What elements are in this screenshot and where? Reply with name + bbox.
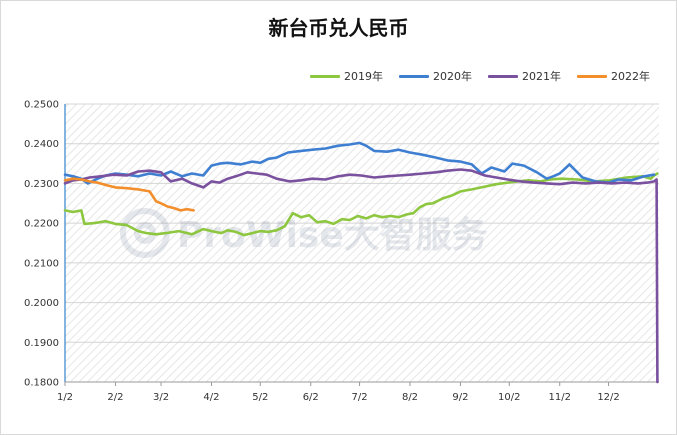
series-line-1	[63, 172, 659, 237]
legend-label-2019: 2019年	[344, 70, 383, 83]
x-tick-label: 6/2	[303, 392, 319, 403]
y-tick-label: 0.2400	[24, 139, 59, 150]
legend: 2019年 2020年 2021年 2022年	[294, 68, 650, 84]
y-tick-label: 0.2000	[24, 298, 59, 309]
legend-swatch-2019	[310, 74, 340, 78]
watermark: ProWise大智服务	[120, 208, 488, 258]
y-tick-label: 0.2100	[24, 258, 59, 269]
x-tick-label: 12/2	[597, 392, 619, 403]
x-tick-label: 1/2	[57, 392, 73, 403]
legend-item-2021: 2021年	[488, 68, 561, 84]
y-tick-label: 0.2500	[24, 100, 59, 111]
legend-item-2019: 2019年	[310, 68, 383, 84]
legend-swatch-2022	[577, 74, 607, 78]
y-tick-label: 0.2200	[24, 219, 59, 230]
x-tick-label: 10/2	[498, 392, 520, 403]
series-line-2	[63, 141, 656, 185]
x-tick-label: 9/2	[452, 392, 468, 403]
watermark-text: ProWise大智服务	[177, 215, 488, 256]
y-tick-label: 0.1900	[24, 338, 59, 349]
series-line-4	[63, 177, 195, 212]
series-line-3	[63, 168, 659, 384]
x-tick-label: 11/2	[548, 392, 570, 403]
chart-title: 新台币兑人民币	[268, 16, 409, 40]
plot-background	[65, 104, 659, 382]
legend-label-2022: 2022年	[611, 70, 650, 83]
legend-swatch-2020	[399, 74, 429, 78]
x-tick-label: 4/2	[203, 392, 219, 403]
legend-label-2021: 2021年	[522, 70, 561, 83]
series-layer	[63, 141, 659, 384]
legend-item-2022: 2022年	[577, 68, 650, 84]
x-tick-label: 7/2	[352, 392, 368, 403]
x-tick-label: 3/2	[153, 392, 169, 403]
y-tick-label: 0.2300	[24, 179, 59, 190]
legend-swatch-2021	[488, 74, 518, 78]
x-axis-ticks: 1/2 2/2 3/2 4/2 5/2 6/2 7/2 8/2 9/2 10/2 11/2 12/2	[57, 382, 620, 403]
legend-item-2020: 2020年	[399, 68, 472, 84]
x-tick-label: 8/2	[402, 392, 418, 403]
y-tick-label: 0.1800	[24, 378, 59, 389]
y-axis-ticks: 0.1800 0.1900 0.2000 0.2100 0.2200 0.2300 0.24…	[24, 100, 59, 389]
legend-label-2020: 2020年	[433, 70, 472, 83]
x-tick-label: 5/2	[252, 392, 268, 403]
x-tick-label: 2/2	[107, 392, 123, 403]
